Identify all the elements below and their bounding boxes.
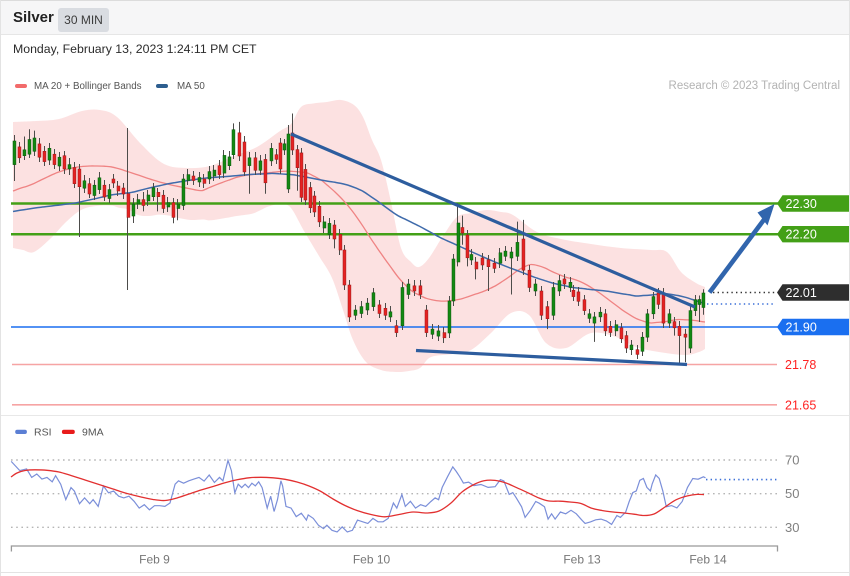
svg-text:Feb 10: Feb 10 — [353, 553, 391, 567]
svg-text:30: 30 — [785, 520, 799, 535]
svg-text:RSI: RSI — [34, 427, 52, 439]
svg-text:22.20: 22.20 — [786, 228, 817, 242]
svg-text:70: 70 — [785, 453, 799, 468]
svg-text:Feb 14: Feb 14 — [689, 553, 727, 567]
svg-text:21.90: 21.90 — [786, 320, 817, 334]
svg-text:21.65: 21.65 — [785, 399, 816, 413]
svg-text:9MA: 9MA — [82, 427, 104, 439]
svg-text:21.78: 21.78 — [785, 358, 816, 372]
svg-text:50: 50 — [785, 486, 799, 501]
svg-text:22.30: 22.30 — [786, 197, 817, 211]
svg-text:Feb 9: Feb 9 — [139, 553, 170, 567]
svg-text:22.01: 22.01 — [786, 286, 817, 300]
svg-text:Feb 13: Feb 13 — [563, 553, 601, 567]
